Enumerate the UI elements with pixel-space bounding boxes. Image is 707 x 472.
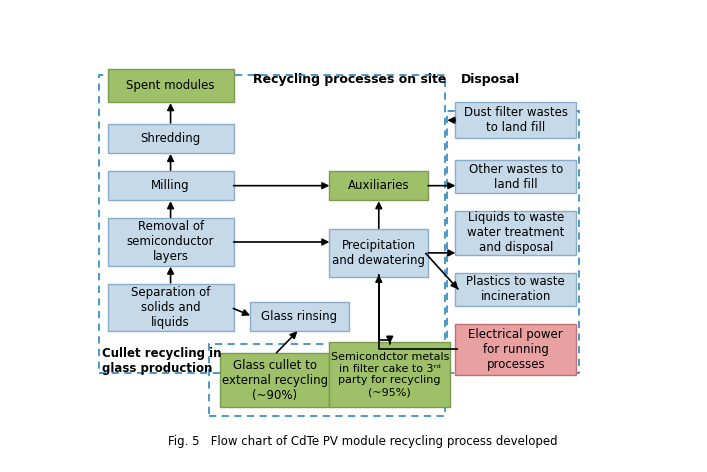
FancyBboxPatch shape [220, 353, 329, 407]
Text: Semicondctor metals
in filter cake to 3ʳᵈ
party for recycling
(~95%): Semicondctor metals in filter cake to 3ʳ… [331, 352, 449, 397]
Text: Auxiliaries: Auxiliaries [348, 179, 409, 192]
Bar [448, 111, 579, 373]
Text: Glass cullet to
external recycling
(~90%): Glass cullet to external recycling (~90%… [221, 359, 328, 402]
Text: Shredding: Shredding [141, 132, 201, 145]
FancyBboxPatch shape [107, 219, 233, 266]
FancyBboxPatch shape [107, 284, 233, 331]
FancyBboxPatch shape [455, 102, 576, 138]
Text: Other wastes to
land fill: Other wastes to land fill [469, 162, 563, 191]
Text: Precipitation
and dewatering: Precipitation and dewatering [332, 239, 426, 267]
FancyBboxPatch shape [455, 273, 576, 305]
Text: Dust filter wastes
to land fill: Dust filter wastes to land fill [464, 106, 568, 134]
FancyBboxPatch shape [107, 69, 233, 102]
Text: Separation of
solids and
liquids: Separation of solids and liquids [131, 286, 210, 329]
Text: Spent modules: Spent modules [127, 79, 215, 92]
FancyBboxPatch shape [455, 324, 576, 375]
Text: Plastics to waste
incineration: Plastics to waste incineration [467, 275, 565, 303]
FancyBboxPatch shape [329, 229, 428, 277]
FancyBboxPatch shape [250, 302, 349, 331]
Text: Electrical power
for running
processes: Electrical power for running processes [468, 328, 563, 371]
Text: Glass rinsing: Glass rinsing [262, 310, 337, 323]
Bar [99, 75, 445, 373]
Text: Removal of
semiconductor
layers: Removal of semiconductor layers [127, 220, 214, 263]
Text: Cullet recycling in
glass production: Cullet recycling in glass production [102, 347, 221, 375]
Bar [209, 344, 445, 416]
FancyBboxPatch shape [329, 171, 428, 200]
Text: Milling: Milling [151, 179, 190, 192]
FancyBboxPatch shape [107, 124, 233, 153]
Text: Liquids to waste
water treatment
and disposal: Liquids to waste water treatment and dis… [467, 211, 564, 254]
Text: Recycling processes on site: Recycling processes on site [253, 73, 446, 86]
FancyBboxPatch shape [455, 160, 576, 193]
Text: Disposal: Disposal [461, 73, 520, 86]
FancyBboxPatch shape [329, 342, 450, 407]
FancyBboxPatch shape [107, 171, 233, 200]
Text: Fig. 5   Flow chart of CdTe PV module recycling process developed: Fig. 5 Flow chart of CdTe PV module recy… [168, 435, 557, 447]
FancyBboxPatch shape [455, 211, 576, 255]
